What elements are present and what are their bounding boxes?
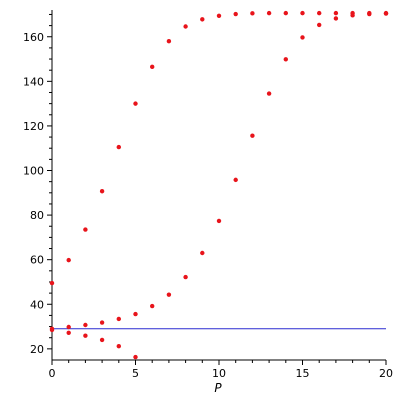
data-point	[49, 280, 55, 286]
data-point	[116, 316, 122, 322]
data-point	[283, 57, 288, 62]
data-point	[133, 101, 138, 106]
data-point	[300, 35, 305, 40]
data-point	[333, 16, 339, 21]
axes-layer	[47, 10, 387, 365]
data-point	[333, 10, 339, 16]
data-point	[266, 91, 272, 96]
y-tick-label: 40	[30, 298, 44, 311]
data-point	[99, 320, 105, 325]
data-point	[317, 10, 322, 16]
data-point	[300, 10, 305, 16]
x-axis-title: P	[214, 381, 222, 395]
data-point	[150, 303, 155, 309]
y-tick-label: 100	[23, 165, 44, 178]
y-tick-label: 60	[30, 254, 44, 267]
data-point	[83, 333, 88, 338]
x-tick-label: 0	[49, 367, 56, 380]
data-point	[383, 11, 389, 16]
data-point	[66, 324, 71, 330]
y-tick-label: 160	[23, 31, 44, 44]
data-point	[350, 13, 355, 18]
y-tick-label: 20	[30, 343, 44, 356]
data-point	[250, 133, 255, 138]
data-point	[66, 330, 71, 336]
data-point	[266, 10, 272, 16]
x-tick-label: 20	[379, 367, 393, 380]
data-point	[83, 227, 88, 232]
x-tick-label: 15	[296, 367, 310, 380]
data-point	[183, 274, 188, 280]
data-point	[99, 189, 105, 194]
data-point	[166, 39, 172, 44]
data-point	[283, 10, 288, 16]
data-point	[83, 322, 88, 328]
data-point	[116, 343, 122, 349]
data-point	[183, 24, 188, 29]
y-tick-label: 80	[30, 209, 44, 222]
data-point	[200, 250, 205, 256]
data-point	[99, 337, 105, 343]
data-point	[250, 11, 255, 16]
points-layer	[49, 10, 389, 360]
data-point	[317, 22, 322, 28]
labels-layer: P 0 5 10 15 20 20 40 60 80 100 120 140 160	[23, 31, 393, 395]
data-point	[166, 292, 172, 297]
x-tick-label: 5	[132, 367, 139, 380]
data-point	[216, 218, 222, 224]
data-point	[233, 177, 238, 183]
y-tick-label: 120	[23, 120, 44, 133]
x-tick-label: 10	[212, 367, 226, 380]
data-point	[150, 64, 155, 70]
y-tick-label: 140	[23, 75, 44, 88]
data-point	[216, 13, 222, 18]
data-point	[116, 144, 122, 150]
data-point	[367, 11, 372, 17]
data-point	[133, 311, 138, 317]
data-point	[49, 327, 55, 333]
data-point	[200, 17, 205, 22]
data-point	[133, 354, 138, 360]
data-point	[66, 257, 71, 263]
data-point	[233, 11, 238, 17]
